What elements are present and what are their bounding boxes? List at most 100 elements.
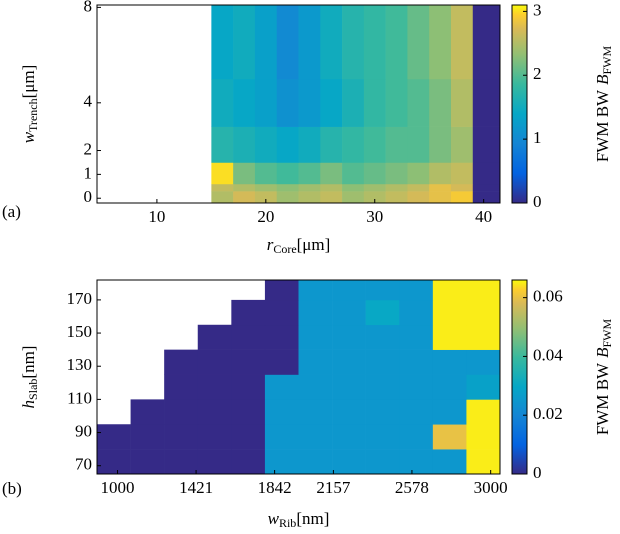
x-axis-label-part: Core — [273, 242, 296, 256]
heat-cell — [399, 280, 434, 301]
y-axis-label: wTrench[μm] — [19, 65, 40, 144]
heat-cell — [466, 449, 501, 475]
heat-cell — [211, 5, 234, 80]
heat-cell — [385, 126, 408, 163]
heat-cell — [432, 349, 467, 375]
heat-cell — [407, 162, 430, 185]
heat-cell — [298, 183, 321, 192]
heat-cell — [432, 299, 467, 326]
heat-cell — [231, 424, 266, 450]
y-axis-label-part: h — [19, 400, 38, 409]
panel-label: (a) — [2, 202, 21, 221]
y-tick-label: 170 — [67, 289, 93, 308]
heat-cell — [231, 324, 266, 350]
heat-cell — [164, 349, 199, 375]
colorbar-label-part: B — [593, 347, 612, 358]
y-axis-label-part: w — [19, 131, 38, 143]
y-tick-label: 70 — [75, 455, 92, 474]
heat-cell — [385, 5, 408, 80]
panel-label: (b) — [2, 479, 22, 498]
heat-cell — [298, 449, 333, 475]
heat-cell — [407, 191, 430, 204]
heat-cell — [264, 299, 299, 326]
heat-cell — [363, 78, 386, 127]
heat-cell — [97, 449, 131, 475]
x-axis-label-part: r — [267, 235, 274, 254]
x-tick-label: 30 — [366, 207, 383, 226]
heat-cell — [407, 126, 430, 163]
y-tick-label: 8 — [84, 0, 93, 15]
heat-cell — [264, 424, 299, 450]
heat-cell — [407, 78, 430, 127]
heat-cell — [298, 126, 321, 163]
heat-cell — [164, 399, 199, 425]
x-tick-label: 3000 — [474, 478, 508, 497]
heat-cell — [164, 424, 199, 450]
heat-cell — [450, 126, 474, 163]
heat-cell — [197, 374, 232, 400]
x-tick-label: 2157 — [316, 478, 351, 497]
heat-cell — [320, 162, 343, 185]
heat-cell — [320, 5, 343, 80]
heat-cell — [432, 324, 467, 350]
heat-cell — [231, 399, 266, 425]
heat-cell — [233, 126, 256, 163]
heat-cell — [429, 191, 452, 204]
plot-frame — [96, 4, 501, 204]
heat-cell — [211, 126, 234, 163]
heat-cell — [342, 126, 365, 163]
x-tick-label: 1421 — [179, 478, 213, 497]
heat-cell — [164, 449, 199, 475]
heat-cell — [363, 162, 386, 185]
heat-cell — [450, 162, 474, 185]
y-tick-label: 1 — [84, 163, 93, 182]
colorbar-tick-label: 3 — [533, 0, 542, 19]
heat-cell — [320, 78, 343, 127]
heat-cell — [432, 280, 467, 301]
x-tick-label: 1842 — [258, 478, 292, 497]
colorbar-tick-label: 0.02 — [533, 404, 563, 423]
colorbar-tick-label: 0 — [533, 192, 542, 211]
heat-cell — [164, 374, 199, 400]
heat-cell — [298, 324, 333, 350]
heat-cell — [466, 349, 501, 375]
heat-cell — [233, 5, 256, 80]
heat-cell — [332, 324, 366, 350]
colorbar-label-part: FWM — [600, 46, 614, 75]
heat-cell — [450, 5, 474, 80]
heat-cell — [466, 424, 501, 450]
heat-cell — [298, 5, 321, 80]
heat-cell — [429, 5, 452, 80]
colorbar-tick-label: 1 — [533, 128, 542, 147]
y-axis-label-part: [nm] — [19, 346, 38, 379]
x-tick-label: 20 — [257, 207, 274, 226]
heat-cell — [233, 78, 256, 127]
heat-cell — [197, 424, 232, 450]
colorbar — [511, 279, 528, 475]
colorbar-label: FWM BW BFWM — [593, 46, 614, 163]
heat-cell — [130, 399, 165, 425]
heat-cell — [276, 78, 299, 127]
y-tick-label: 150 — [67, 322, 93, 341]
colorbar-label: FWM BW BFWM — [593, 319, 614, 436]
heat-cell — [320, 183, 343, 192]
heat-cell — [276, 5, 299, 80]
heat-cell — [231, 449, 266, 475]
y-axis-label-part: Trench — [26, 98, 40, 132]
y-axis-label: hSlab[nm] — [19, 346, 40, 409]
heat-cell — [231, 374, 266, 400]
colorbar-label-part: FWM BW — [593, 362, 612, 435]
colorbar-tick-label: 0 — [533, 463, 542, 482]
x-tick-label: 1000 — [101, 478, 135, 497]
colorbar-label-part: FWM — [600, 319, 614, 348]
heat-cell — [342, 191, 365, 204]
heat-cell — [298, 191, 321, 204]
heat-cell — [472, 162, 501, 185]
heat-cell — [466, 399, 501, 425]
y-tick-label: 110 — [67, 388, 92, 407]
x-tick-label: 2578 — [395, 478, 429, 497]
heat-cell — [466, 324, 501, 350]
heat-cell — [407, 183, 430, 192]
heat-cell — [320, 191, 343, 204]
heat-cell — [472, 78, 501, 127]
